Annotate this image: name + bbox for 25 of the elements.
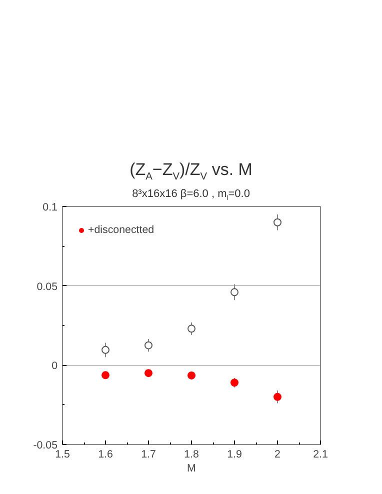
x-tick-label: 2.1 (313, 448, 328, 460)
point (102, 346, 110, 354)
y-tick-label: -0.05 (33, 440, 58, 452)
x-axis-title: M (187, 462, 196, 474)
x-tick-label: 1.7 (141, 448, 156, 460)
chart-title: (Z$_{A}$−Z$_{V}$)/Z$_{V}$ vs. M (128, 160, 254, 184)
y-tick-label: 0.05 (36, 280, 58, 293)
x-tick-label: 2 (274, 448, 281, 460)
point (144, 369, 152, 378)
point (102, 371, 110, 380)
point (274, 218, 282, 226)
point (274, 392, 282, 401)
x-tick-label: 1.9 (227, 448, 242, 460)
point (230, 288, 238, 296)
y-tick-label: 0 (52, 360, 58, 372)
legend-label: +disconectted (88, 224, 154, 236)
point (188, 371, 196, 380)
point (144, 341, 152, 350)
point (188, 324, 196, 333)
y-tick-label: 0.1 (42, 202, 58, 214)
chart-subtitle: 8³x16x16 β=6.0 , m$_{l}$=0.0 (131, 187, 251, 205)
x-tick-label: 1.8 (184, 448, 199, 460)
x-tick-label: 1.6 (98, 448, 113, 460)
point (230, 378, 238, 387)
x-tick-label: 1.5 (55, 448, 70, 460)
